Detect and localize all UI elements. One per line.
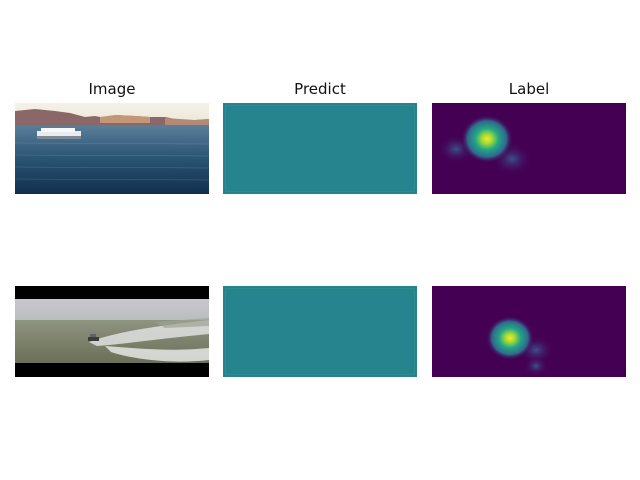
label-heatmap-row-1 — [432, 103, 626, 194]
label-panel-row-1 — [432, 103, 626, 194]
houseboat-shape — [37, 128, 81, 139]
image-panel-row-1 — [15, 103, 209, 194]
predict-panel-row-2 — [223, 286, 417, 377]
predict-column-title: Predict — [294, 80, 346, 98]
label-column-title: Label — [508, 80, 550, 98]
lake-boat-image — [15, 103, 209, 194]
speedboat-shape — [88, 334, 99, 341]
label-heatmap-row-2 — [432, 286, 626, 377]
predict-fill-row-2 — [225, 288, 415, 375]
image-panel-row-2 — [15, 286, 209, 377]
predict-fill-row-1 — [225, 105, 415, 192]
image-column-title: Image — [88, 80, 136, 98]
label-panel-row-2 — [432, 286, 626, 377]
speedboat-image — [15, 286, 209, 377]
predict-panel-row-1 — [223, 103, 417, 194]
